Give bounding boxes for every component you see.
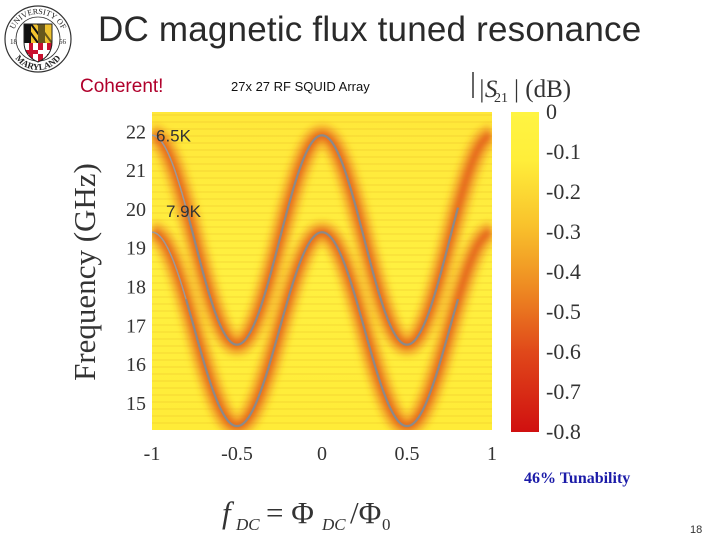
x-axis-ticks: -1 -0.5 0 0.5 1 bbox=[144, 443, 497, 465]
y-tick-label: 17 bbox=[126, 315, 146, 337]
chart-subtitle: 27x 27 RF SQUID Array bbox=[231, 79, 370, 94]
colorbar bbox=[511, 112, 539, 432]
seal-year-right: 56 bbox=[59, 38, 67, 46]
svg-text:DC: DC bbox=[321, 515, 346, 534]
svg-text:= Φ: = Φ bbox=[266, 495, 314, 530]
svg-text:DC: DC bbox=[235, 515, 260, 534]
colorbar-tick-label: -0.6 bbox=[546, 339, 581, 364]
y-axis-ticks: 15 16 17 18 19 20 21 22 bbox=[126, 121, 146, 414]
seal-year-left: 18 bbox=[10, 38, 18, 46]
y-axis-label: Frequency (GHz) bbox=[67, 163, 102, 381]
x-tick-label: 0.5 bbox=[395, 443, 420, 465]
y-tick-label: 19 bbox=[126, 238, 146, 260]
colorbar-title-s: |S bbox=[478, 76, 498, 103]
heatmap-stripes bbox=[152, 114, 492, 424]
colorbar-tick-label: -0.8 bbox=[546, 419, 581, 444]
fit-curve-extension bbox=[152, 134, 187, 208]
annotation-7-9k: 7.9K bbox=[166, 202, 202, 221]
colorbar-tick-label: -0.2 bbox=[546, 179, 581, 204]
fit-curve bbox=[184, 231, 460, 428]
colorbar-tick-label: -0.1 bbox=[546, 139, 581, 164]
x-tick-label: 1 bbox=[487, 443, 497, 465]
svg-text:/Φ: /Φ bbox=[350, 495, 381, 530]
x-tick-label: -1 bbox=[144, 443, 161, 465]
y-tick-label: 16 bbox=[126, 354, 146, 376]
colorbar-title-sub: 21 bbox=[494, 91, 508, 106]
fit-curve bbox=[184, 134, 460, 346]
fit-curve-extension bbox=[152, 231, 187, 300]
y-tick-label: 21 bbox=[126, 160, 146, 182]
university-of-maryland-seal: UNIVERSITY OF MARYLAND 18 56 bbox=[2, 2, 74, 74]
x-axis-formula: f DC = Φ DC /Φ 0 bbox=[222, 495, 391, 534]
colorbar-tick-label: -0.3 bbox=[546, 219, 581, 244]
colorbar-tick-label: -0.5 bbox=[546, 299, 581, 324]
svg-text:f: f bbox=[222, 495, 235, 530]
colorbar-title-unit: | (dB) bbox=[514, 76, 571, 103]
fit-curves bbox=[152, 134, 460, 428]
y-tick-label: 20 bbox=[126, 199, 146, 221]
page-number: 18 bbox=[690, 524, 703, 536]
colorbar-ticks: 0 -0.1 -0.2 -0.3 -0.4 -0.5 -0.6 -0.7 -0.8 bbox=[546, 99, 581, 444]
y-tick-label: 15 bbox=[126, 393, 146, 415]
annotation-6-5k: 6.5K bbox=[156, 126, 192, 145]
tunability-note: 46% Tunability bbox=[524, 470, 631, 487]
colorbar-title: |S 21 | (dB) bbox=[472, 72, 571, 106]
coherent-label: Coherent! bbox=[80, 76, 164, 97]
y-tick-label: 22 bbox=[126, 121, 146, 143]
svg-text:0: 0 bbox=[382, 515, 391, 534]
colorbar-tick-label: 0 bbox=[546, 99, 557, 124]
x-tick-label: -0.5 bbox=[221, 443, 253, 465]
colorbar-tick-label: -0.7 bbox=[546, 379, 581, 404]
x-tick-label: 0 bbox=[317, 443, 327, 465]
y-tick-label: 18 bbox=[126, 277, 146, 299]
slide-title: DC magnetic flux tuned resonance bbox=[98, 10, 642, 49]
colorbar-tick-label: -0.4 bbox=[546, 259, 581, 284]
